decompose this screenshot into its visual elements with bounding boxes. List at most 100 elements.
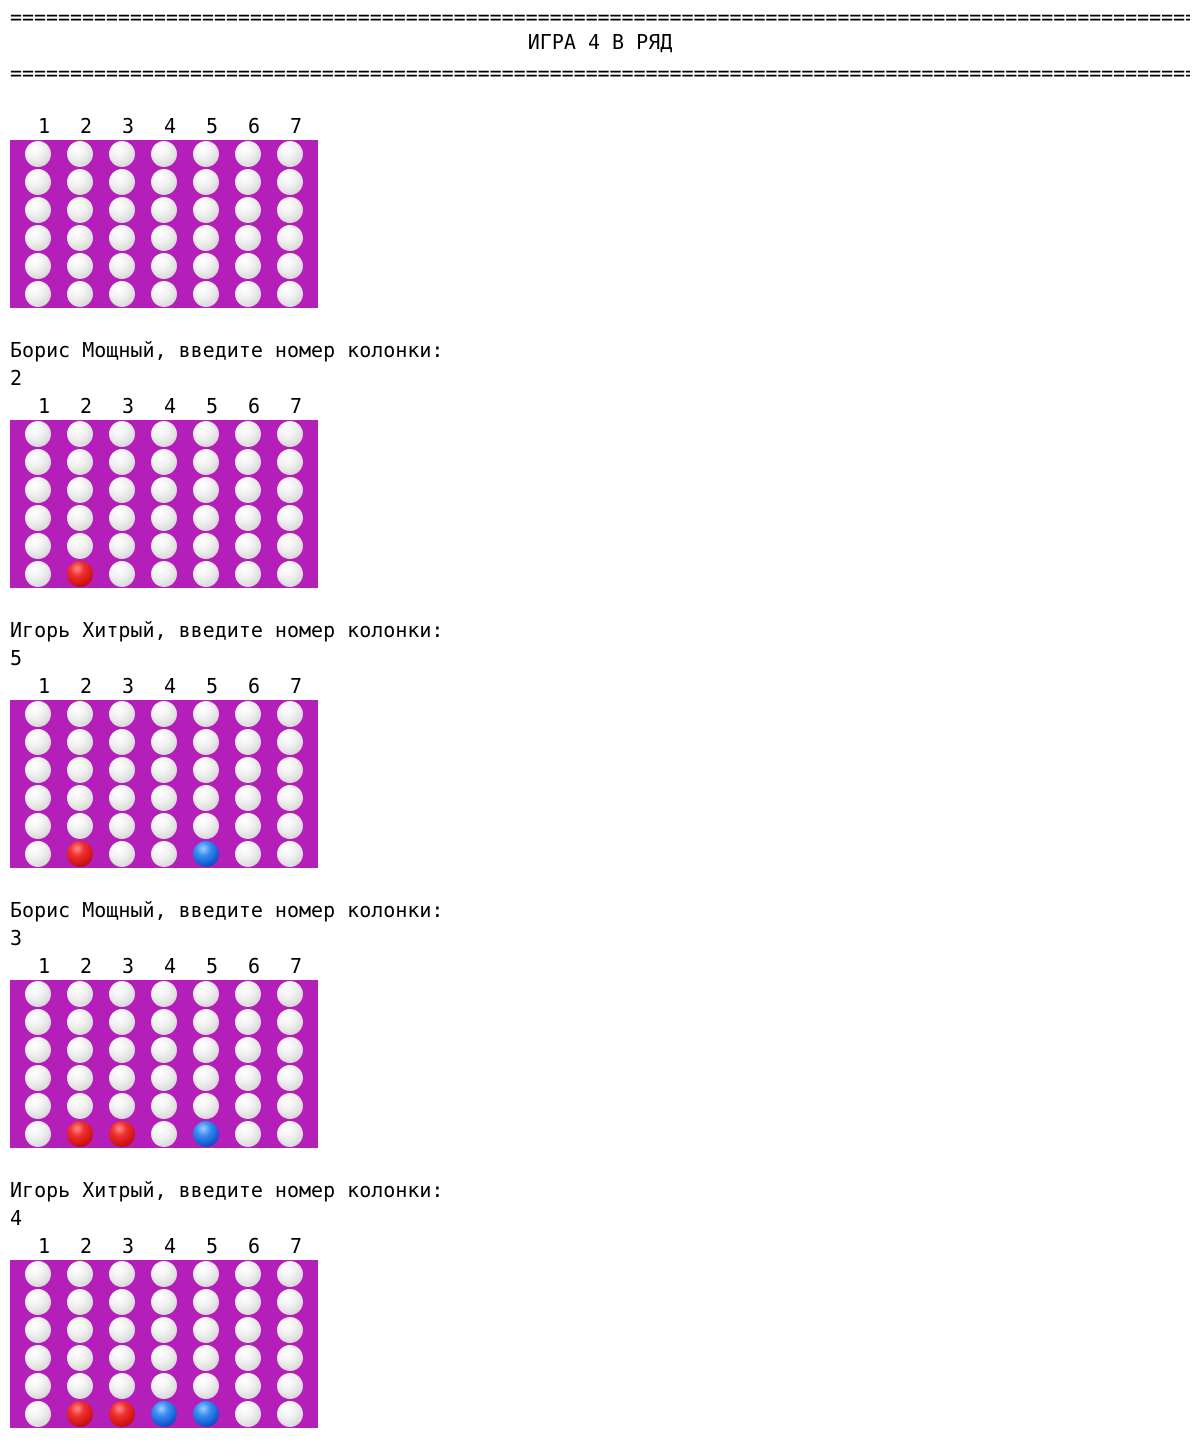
column-number: 1 — [37, 674, 51, 698]
empty-cell — [235, 729, 261, 755]
empty-cell — [235, 981, 261, 1007]
empty-cell — [67, 141, 93, 167]
column-number: 6 — [247, 394, 261, 418]
empty-cell — [25, 1093, 51, 1119]
console-output: ========================================… — [10, 0, 1190, 1428]
empty-cell — [151, 1093, 177, 1119]
empty-cell — [109, 141, 135, 167]
empty-cell — [25, 477, 51, 503]
empty-cell — [277, 701, 303, 727]
column-number: 4 — [163, 954, 177, 978]
empty-cell — [235, 141, 261, 167]
empty-cell — [67, 253, 93, 279]
empty-cell — [151, 1317, 177, 1343]
empty-cell — [277, 505, 303, 531]
board-block: Борис Мощный, введите номер колонки: 2 1 2 3… — [10, 308, 1190, 588]
empty-cell — [277, 757, 303, 783]
empty-cell — [235, 1261, 261, 1287]
empty-cell — [151, 785, 177, 811]
empty-cell — [25, 169, 51, 195]
turn-prompt: Игорь Хитрый, введите номер колонки: — [10, 1178, 444, 1202]
empty-cell — [277, 1345, 303, 1371]
game-board — [10, 140, 318, 308]
empty-cell — [277, 477, 303, 503]
empty-cell — [25, 197, 51, 223]
empty-cell — [151, 1065, 177, 1091]
empty-cell — [277, 533, 303, 559]
empty-cell — [109, 421, 135, 447]
empty-cell — [193, 1093, 219, 1119]
column-number: 1 — [37, 394, 51, 418]
empty-cell — [235, 1009, 261, 1035]
empty-cell — [109, 561, 135, 587]
empty-cell — [193, 729, 219, 755]
blank-line — [10, 868, 1190, 896]
empty-cell — [109, 253, 135, 279]
empty-cell — [109, 449, 135, 475]
empty-cell — [277, 1373, 303, 1399]
column-number: 7 — [289, 394, 303, 418]
empty-cell — [277, 281, 303, 307]
blank-line — [10, 588, 1190, 616]
game-board — [10, 700, 318, 868]
empty-cell — [67, 1261, 93, 1287]
empty-cell — [67, 757, 93, 783]
empty-cell — [67, 477, 93, 503]
empty-cell — [235, 561, 261, 587]
empty-cell — [151, 981, 177, 1007]
column-number: 5 — [205, 394, 219, 418]
empty-cell — [109, 1345, 135, 1371]
empty-cell — [277, 729, 303, 755]
empty-cell — [151, 561, 177, 587]
empty-cell — [25, 253, 51, 279]
column-number: 4 — [163, 394, 177, 418]
empty-cell — [25, 1317, 51, 1343]
column-number: 7 — [289, 954, 303, 978]
empty-cell — [151, 253, 177, 279]
empty-cell — [67, 1009, 93, 1035]
empty-cell — [25, 785, 51, 811]
empty-cell — [277, 1037, 303, 1063]
empty-cell — [109, 785, 135, 811]
empty-cell — [109, 1289, 135, 1315]
empty-cell — [109, 1009, 135, 1035]
empty-cell — [25, 1345, 51, 1371]
empty-cell — [277, 841, 303, 867]
empty-cell — [151, 1009, 177, 1035]
empty-cell — [25, 421, 51, 447]
empty-cell — [109, 505, 135, 531]
empty-cell — [25, 1289, 51, 1315]
empty-cell — [151, 1261, 177, 1287]
empty-cell — [277, 449, 303, 475]
empty-cell — [67, 729, 93, 755]
empty-cell — [235, 1289, 261, 1315]
empty-cell — [193, 141, 219, 167]
empty-cell — [25, 1065, 51, 1091]
empty-cell — [235, 1401, 261, 1427]
game-board — [10, 980, 318, 1148]
empty-cell — [151, 841, 177, 867]
column-number: 1 — [37, 954, 51, 978]
empty-cell — [151, 477, 177, 503]
column-number: 2 — [79, 114, 93, 138]
empty-cell — [235, 1345, 261, 1371]
empty-cell — [109, 841, 135, 867]
empty-cell — [25, 533, 51, 559]
column-number: 7 — [289, 1234, 303, 1258]
column-number: 4 — [163, 114, 177, 138]
empty-cell — [25, 701, 51, 727]
empty-cell — [67, 225, 93, 251]
empty-cell — [193, 1065, 219, 1091]
empty-cell — [25, 1121, 51, 1147]
empty-cell — [193, 505, 219, 531]
empty-cell — [25, 757, 51, 783]
column-numbers: 1 2 3 4 5 6 7 — [10, 952, 318, 980]
blue-disc — [193, 1121, 219, 1147]
empty-cell — [235, 253, 261, 279]
empty-cell — [67, 1065, 93, 1091]
empty-cell — [67, 197, 93, 223]
empty-cell — [109, 729, 135, 755]
empty-cell — [151, 197, 177, 223]
empty-cell — [277, 1093, 303, 1119]
empty-cell — [25, 505, 51, 531]
